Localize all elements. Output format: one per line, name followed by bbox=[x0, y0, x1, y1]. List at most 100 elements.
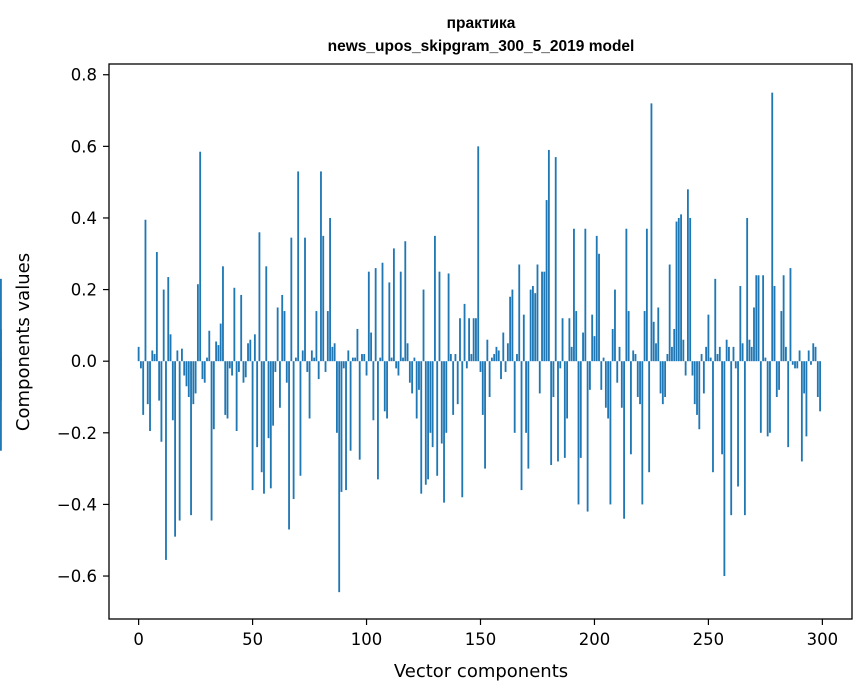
bar bbox=[233, 287, 236, 362]
bar bbox=[167, 277, 170, 362]
bar bbox=[431, 361, 434, 448]
bar bbox=[668, 264, 671, 362]
bar bbox=[655, 343, 657, 362]
bar bbox=[283, 311, 286, 362]
bar bbox=[331, 346, 334, 362]
bar bbox=[643, 311, 646, 362]
bar bbox=[363, 354, 366, 362]
bar bbox=[212, 361, 215, 430]
bar bbox=[0, 357, 2, 362]
bar bbox=[285, 361, 288, 383]
bar bbox=[320, 171, 322, 362]
bar bbox=[222, 266, 224, 362]
bar bbox=[0, 328, 2, 362]
bar bbox=[684, 361, 687, 376]
bar bbox=[500, 361, 502, 380]
x-tick-label: 200 bbox=[579, 630, 611, 649]
bar bbox=[757, 275, 760, 362]
bar bbox=[333, 343, 336, 362]
bar bbox=[342, 361, 345, 369]
bar bbox=[181, 348, 183, 362]
bar bbox=[372, 361, 375, 421]
bar bbox=[748, 339, 751, 362]
bar bbox=[787, 361, 790, 448]
bar bbox=[680, 214, 682, 362]
bar bbox=[721, 361, 724, 455]
bar bbox=[714, 278, 717, 362]
bar bbox=[208, 330, 211, 362]
bar bbox=[427, 361, 429, 480]
y-tick-label: 0.4 bbox=[71, 209, 97, 228]
bar bbox=[709, 357, 712, 362]
bar bbox=[370, 332, 373, 362]
bar bbox=[778, 361, 780, 390]
bar bbox=[438, 271, 441, 362]
x-tick-label: 250 bbox=[693, 630, 725, 649]
bar bbox=[345, 361, 347, 491]
bar bbox=[525, 361, 527, 433]
bar bbox=[329, 217, 331, 362]
bar bbox=[299, 361, 302, 476]
bar bbox=[235, 361, 238, 432]
bar bbox=[265, 266, 268, 362]
bar bbox=[356, 328, 359, 362]
bar bbox=[686, 189, 689, 362]
bar bbox=[263, 361, 265, 494]
bar bbox=[641, 361, 644, 505]
bar bbox=[418, 361, 420, 390]
bar bbox=[791, 361, 794, 365]
bar bbox=[627, 311, 630, 362]
bar bbox=[529, 289, 532, 362]
bar bbox=[607, 361, 610, 419]
bar bbox=[297, 171, 300, 362]
bar bbox=[625, 228, 628, 362]
bar bbox=[194, 361, 197, 394]
bar bbox=[422, 289, 425, 362]
bar bbox=[459, 318, 461, 362]
bar bbox=[313, 357, 316, 362]
bar bbox=[805, 361, 808, 437]
bars-group bbox=[0, 92, 822, 593]
bar bbox=[707, 314, 710, 362]
bar bbox=[137, 346, 140, 362]
bar bbox=[800, 361, 803, 462]
bar bbox=[541, 271, 543, 362]
bar bbox=[582, 332, 584, 362]
y-tick-label: −0.2 bbox=[57, 424, 97, 443]
bar bbox=[465, 361, 468, 369]
bar bbox=[579, 361, 582, 458]
bar bbox=[253, 334, 256, 362]
bar bbox=[771, 92, 774, 362]
bar bbox=[550, 361, 553, 466]
bar bbox=[381, 262, 384, 362]
bar bbox=[402, 357, 404, 362]
bar bbox=[151, 350, 154, 362]
bar bbox=[411, 361, 414, 394]
x-tick-label: 300 bbox=[807, 630, 839, 649]
bar bbox=[764, 357, 767, 362]
bar bbox=[755, 275, 758, 362]
bar bbox=[819, 361, 822, 412]
y-axis-ticks: −0.6 −0.4 −0.2 0.0 0.2 0.4 0.6 0.8 bbox=[57, 66, 109, 586]
bar bbox=[630, 361, 632, 455]
bar bbox=[322, 235, 325, 362]
bar bbox=[682, 339, 685, 362]
bar bbox=[481, 361, 484, 415]
chart-title-line-1: практика bbox=[447, 15, 516, 32]
bar bbox=[178, 361, 181, 521]
bar bbox=[454, 354, 457, 362]
bar bbox=[388, 282, 391, 362]
bar bbox=[139, 361, 142, 369]
bar bbox=[577, 361, 580, 505]
bar bbox=[206, 357, 208, 362]
bar bbox=[723, 361, 726, 577]
bar bbox=[0, 278, 2, 362]
bar bbox=[741, 343, 744, 362]
bar bbox=[561, 318, 564, 362]
bar bbox=[486, 339, 489, 362]
bar bbox=[511, 289, 514, 362]
y-tick-label: −0.6 bbox=[57, 567, 97, 586]
bar bbox=[677, 217, 680, 362]
bar bbox=[609, 361, 612, 505]
